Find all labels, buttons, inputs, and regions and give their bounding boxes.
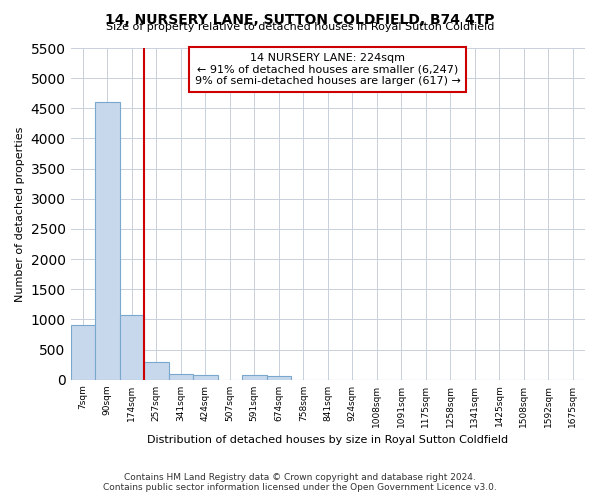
Bar <box>144 362 169 380</box>
Bar <box>119 314 144 380</box>
Text: Contains HM Land Registry data © Crown copyright and database right 2024.
Contai: Contains HM Land Registry data © Crown c… <box>103 473 497 492</box>
X-axis label: Distribution of detached houses by size in Royal Sutton Coldfield: Distribution of detached houses by size … <box>147 435 508 445</box>
Bar <box>266 376 291 380</box>
Bar <box>169 374 193 380</box>
Text: 14 NURSERY LANE: 224sqm
← 91% of detached houses are smaller (6,247)
9% of semi-: 14 NURSERY LANE: 224sqm ← 91% of detache… <box>195 53 461 86</box>
Bar <box>95 102 119 380</box>
Bar <box>193 374 218 380</box>
Bar <box>242 376 266 380</box>
Text: 14, NURSERY LANE, SUTTON COLDFIELD, B74 4TP: 14, NURSERY LANE, SUTTON COLDFIELD, B74 … <box>105 12 495 26</box>
Bar <box>71 326 95 380</box>
Y-axis label: Number of detached properties: Number of detached properties <box>15 126 25 302</box>
Text: Size of property relative to detached houses in Royal Sutton Coldfield: Size of property relative to detached ho… <box>106 22 494 32</box>
